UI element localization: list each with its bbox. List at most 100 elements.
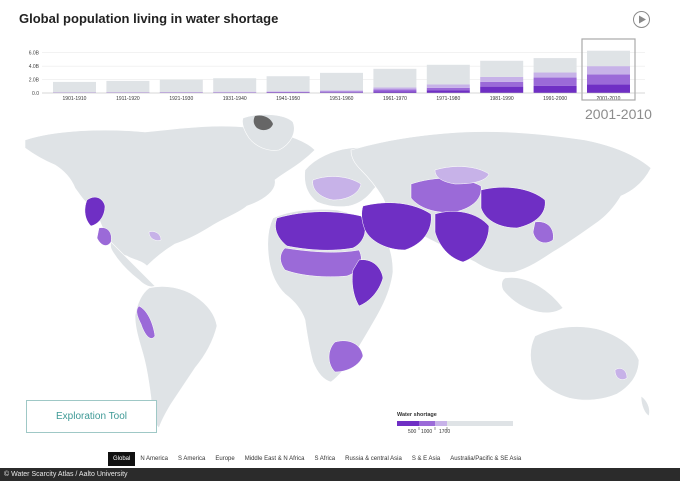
y-tick-label: 2.0B: [29, 78, 40, 84]
legend-swatch-moderate: [435, 421, 447, 426]
world-map-svg: [24, 114, 652, 429]
central-america-shape[interactable]: [110, 241, 156, 288]
bar-segment[interactable]: [480, 60, 524, 77]
bar-segment[interactable]: [106, 80, 150, 93]
shortage-caribbean[interactable]: [148, 231, 162, 241]
greenland-dark-region: [253, 115, 273, 131]
bar-segment[interactable]: [480, 81, 524, 87]
x-tick-label: 1931-1940: [223, 96, 247, 102]
page-title: Global population living in water shorta…: [19, 11, 279, 26]
x-tick-label: 1921-1930: [169, 96, 193, 102]
selected-decade-display: 2001-2010: [585, 106, 652, 122]
bar-segment[interactable]: [533, 58, 577, 73]
shortage-europe-south[interactable]: [312, 176, 362, 201]
region-tab-middle-east-n-africa[interactable]: Middle East & N Africa: [244, 456, 305, 462]
shortage-us-west[interactable]: [84, 196, 106, 227]
shortage-russia-south[interactable]: [434, 166, 490, 185]
legend-tick-label: 1700: [439, 429, 451, 435]
legend-color-bar: [397, 421, 513, 426]
shortage-north-africa[interactable]: [275, 211, 366, 251]
bar-segment[interactable]: [587, 50, 630, 67]
shortage-sahel[interactable]: [280, 247, 362, 277]
bar-segment[interactable]: [373, 89, 417, 92]
region-tab-n-america[interactable]: N America: [140, 456, 169, 462]
chart-svg: 0.0 2.0B 4.0B 6.0B 1901-1910 1911-1920 1921-19…: [29, 38, 645, 102]
bar-segment[interactable]: [320, 91, 363, 93]
bar-segment[interactable]: [587, 74, 630, 85]
australia-shape[interactable]: [530, 326, 640, 401]
bar-segment[interactable]: [587, 84, 630, 93]
legend-tick-label: 500: [408, 429, 417, 435]
bar-segment[interactable]: [213, 78, 257, 92]
legend-tick-label: 1000: [421, 429, 433, 435]
legend-swatch-high: [419, 421, 435, 426]
y-tick-label: 0.0: [32, 91, 39, 97]
world-map[interactable]: [15, 110, 675, 440]
region-filter-bar: Global N America S America Europe Middle…: [108, 452, 526, 466]
shortage-east-china[interactable]: [532, 221, 554, 243]
region-tab-s-e-asia[interactable]: S & E Asia: [411, 456, 441, 462]
y-tick-label: 4.0B: [29, 64, 40, 70]
bar-segment[interactable]: [426, 84, 470, 88]
x-tick-label: 1911-1920: [116, 96, 140, 102]
bar-segment[interactable]: [480, 76, 524, 82]
selected-decade-frame: [581, 38, 636, 101]
play-button[interactable]: [633, 11, 650, 28]
bar-segment[interactable]: [320, 72, 363, 91]
x-tick-label: 1941-1950: [276, 96, 300, 102]
water-shortage-legend: Water shortage 500 1000 1700: [397, 412, 517, 442]
region-tab-s-africa[interactable]: S Africa: [314, 456, 336, 462]
shortage-australia-south[interactable]: [614, 368, 628, 380]
shortage-middle-east[interactable]: [361, 202, 432, 251]
new-zealand-shape[interactable]: [640, 395, 650, 417]
legend-title: Water shortage: [397, 412, 437, 418]
bar-segment[interactable]: [426, 90, 470, 93]
bar-segment[interactable]: [320, 90, 363, 92]
region-tab-europe[interactable]: Europe: [215, 456, 235, 462]
bar-segment[interactable]: [266, 91, 310, 92]
shortage-southern-africa[interactable]: [328, 340, 364, 373]
legend-swatch-none: [447, 421, 513, 426]
x-tick-label: 1981-1990: [490, 96, 514, 102]
bar-segment[interactable]: [533, 77, 577, 86]
shortage-east-africa[interactable]: [352, 259, 384, 307]
bar-segment[interactable]: [159, 79, 203, 92]
bar-segment[interactable]: [373, 68, 417, 88]
legend-tick-marks: [418, 427, 448, 430]
play-icon: [639, 15, 646, 24]
x-tick-label: 1991-2000: [543, 96, 567, 102]
x-tick-label: 2001-2010: [597, 96, 621, 102]
bar-segment[interactable]: [587, 66, 630, 75]
bar-segment[interactable]: [53, 81, 96, 93]
bar-segment[interactable]: [320, 92, 363, 93]
legend-swatch-severe: [397, 421, 419, 426]
shortage-mexico[interactable]: [96, 227, 112, 246]
shortage-china[interactable]: [480, 187, 546, 229]
bar-segment[interactable]: [373, 91, 417, 93]
exploration-tool-button[interactable]: Exploration Tool: [26, 400, 157, 433]
south-america-shape[interactable]: [134, 286, 218, 429]
southeast-asia-shape[interactable]: [501, 277, 564, 314]
bar-segment[interactable]: [266, 91, 310, 93]
bar-segment[interactable]: [533, 72, 577, 78]
region-tab-global[interactable]: Global: [108, 452, 136, 466]
x-tick-label: 1971-1980: [436, 96, 460, 102]
bar-segment[interactable]: [426, 64, 470, 85]
bar-segment[interactable]: [426, 87, 470, 91]
x-tick-label: 1961-1970: [383, 96, 407, 102]
region-tab-russia-central-asia[interactable]: Russia & central Asia: [345, 456, 402, 462]
region-tab-australia-pacific-se-asia[interactable]: Australia/Pacific & SE Asia: [450, 456, 522, 462]
shortage-regions: [84, 166, 628, 380]
region-tab-s-america[interactable]: S America: [178, 456, 206, 462]
population-bar-chart: 0.0 2.0B 4.0B 6.0B 1901-1910 1911-1920 1921-19…: [0, 0, 680, 110]
bar-segment[interactable]: [266, 76, 310, 92]
bar-segment[interactable]: [480, 86, 524, 93]
bar-segment[interactable]: [373, 87, 417, 90]
shortage-south-asia[interactable]: [434, 211, 490, 263]
bar-segment[interactable]: [213, 91, 257, 93]
x-tick-label: 1901-1910: [63, 96, 87, 102]
image-credit: © Water Scarcity Atlas / Aalto Universit…: [0, 468, 680, 481]
y-tick-label: 6.0B: [29, 51, 40, 57]
bar-segment[interactable]: [533, 85, 577, 93]
shortage-andes[interactable]: [136, 305, 156, 339]
